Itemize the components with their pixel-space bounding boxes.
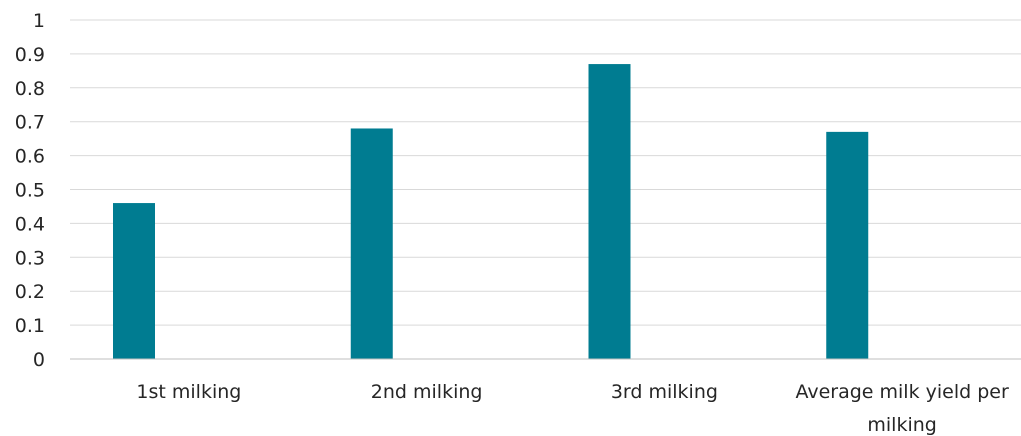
x-category-label: Average milk yield per (795, 381, 1009, 403)
bar (350, 128, 393, 359)
y-tick-label: 0.2 (15, 281, 45, 303)
bar (588, 64, 631, 359)
y-tick-label: 0.3 (15, 247, 45, 269)
y-tick-label: 0.5 (15, 180, 45, 202)
bar (826, 131, 869, 359)
gridlines (70, 19, 1021, 326)
bar (113, 203, 155, 359)
x-category-label: milking (867, 414, 936, 436)
y-tick-label: 1 (33, 10, 45, 32)
y-tick-label: 0 (33, 349, 45, 371)
y-tick-label: 0.7 (15, 112, 45, 134)
y-tick-label: 0.8 (15, 78, 45, 100)
y-tick-label: 0.6 (15, 146, 45, 168)
x-category-label: 1st milking (136, 381, 241, 403)
x-category-label: 2nd milking (371, 381, 483, 403)
y-tick-label: 0.9 (15, 44, 45, 66)
y-tick-label: 0.4 (15, 213, 45, 235)
bars (113, 64, 869, 359)
y-tick-label: 0.1 (15, 315, 45, 337)
y-axis-tick-labels: 0 0.1 0.2 0.3 0.4 0.5 0.6 0.7 0.8 0.9 1 (15, 10, 45, 371)
x-axis-category-labels: 1st milking 2nd milking 3rd milking Average… (136, 381, 1009, 436)
x-category-label: 3rd milking (611, 381, 718, 403)
